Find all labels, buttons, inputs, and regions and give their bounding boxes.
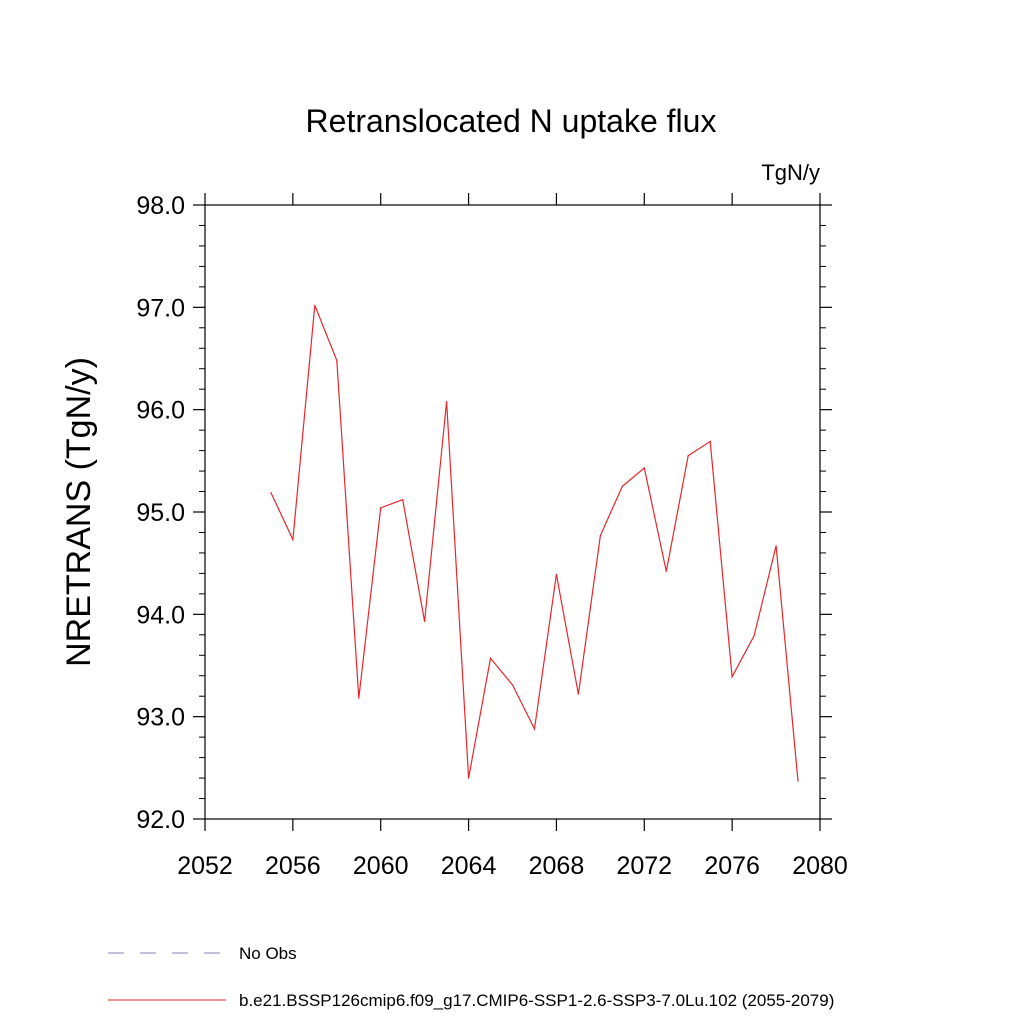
data-point: [446, 400, 448, 403]
data-point: [270, 492, 272, 494]
x-tick-label: 2064: [441, 852, 497, 880]
axis-layer: 92.0 93.0 94.0 95.0 96.0 97.0 98.0 2052 2056 2060…: [136, 192, 847, 880]
y-tick-label: 94.0: [136, 601, 185, 629]
y-tick-label: 96.0: [136, 397, 185, 425]
data-point: [424, 620, 426, 623]
plot-frame: [204, 204, 821, 820]
data-point: [753, 635, 755, 637]
data-point: [511, 684, 514, 686]
y-tick-label: 93.0: [136, 704, 185, 732]
data-point: [687, 455, 689, 457]
chart-title: Retranslocated N uptake flux: [306, 103, 717, 139]
x-tick-label: 2068: [529, 852, 585, 880]
legend-label: b.e21.BSSP126cmip6.f09_g17.CMIP6-SSP1-2.…: [239, 991, 834, 1010]
x-tick-label: 2080: [792, 852, 848, 880]
data-point: [577, 693, 580, 695]
data-point: [402, 499, 404, 501]
data-point: [775, 545, 777, 547]
data-point: [533, 728, 536, 730]
data-point: [489, 657, 492, 659]
data-point: [797, 780, 799, 782]
data-point: [709, 440, 711, 442]
series-line: [270, 305, 799, 782]
x-tick-label: 2056: [265, 852, 321, 880]
data-point: [643, 467, 645, 469]
legend: No Obs b.e21.BSSP126cmip6.f09_g17.CMIP6-S…: [108, 944, 834, 1010]
x-tick-label: 2052: [177, 852, 233, 880]
data-point: [314, 304, 316, 306]
y-axis-label: NRETRANS (TgN/y): [60, 357, 98, 667]
data-point: [621, 485, 623, 487]
y-tick-label: 97.0: [136, 294, 185, 322]
data-point: [336, 359, 338, 362]
y-tick-label: 92.0: [136, 806, 185, 834]
data-point: [380, 507, 382, 509]
data-point: [292, 539, 294, 541]
y-tick-label: 98.0: [136, 192, 185, 220]
x-tick-label: 2072: [616, 852, 672, 880]
data-point: [555, 573, 558, 576]
data-point: [665, 570, 667, 573]
x-tick-label: 2060: [353, 852, 409, 880]
data-point: [358, 697, 360, 699]
data-point: [599, 534, 602, 537]
data-point: [731, 676, 733, 678]
series-layer: [270, 304, 799, 782]
data-point: [468, 777, 470, 779]
legend-label: No Obs: [239, 944, 297, 963]
x-tick-label: 2076: [704, 852, 760, 880]
units-label: TgN/y: [761, 160, 820, 185]
y-tick-label: 95.0: [136, 499, 185, 527]
